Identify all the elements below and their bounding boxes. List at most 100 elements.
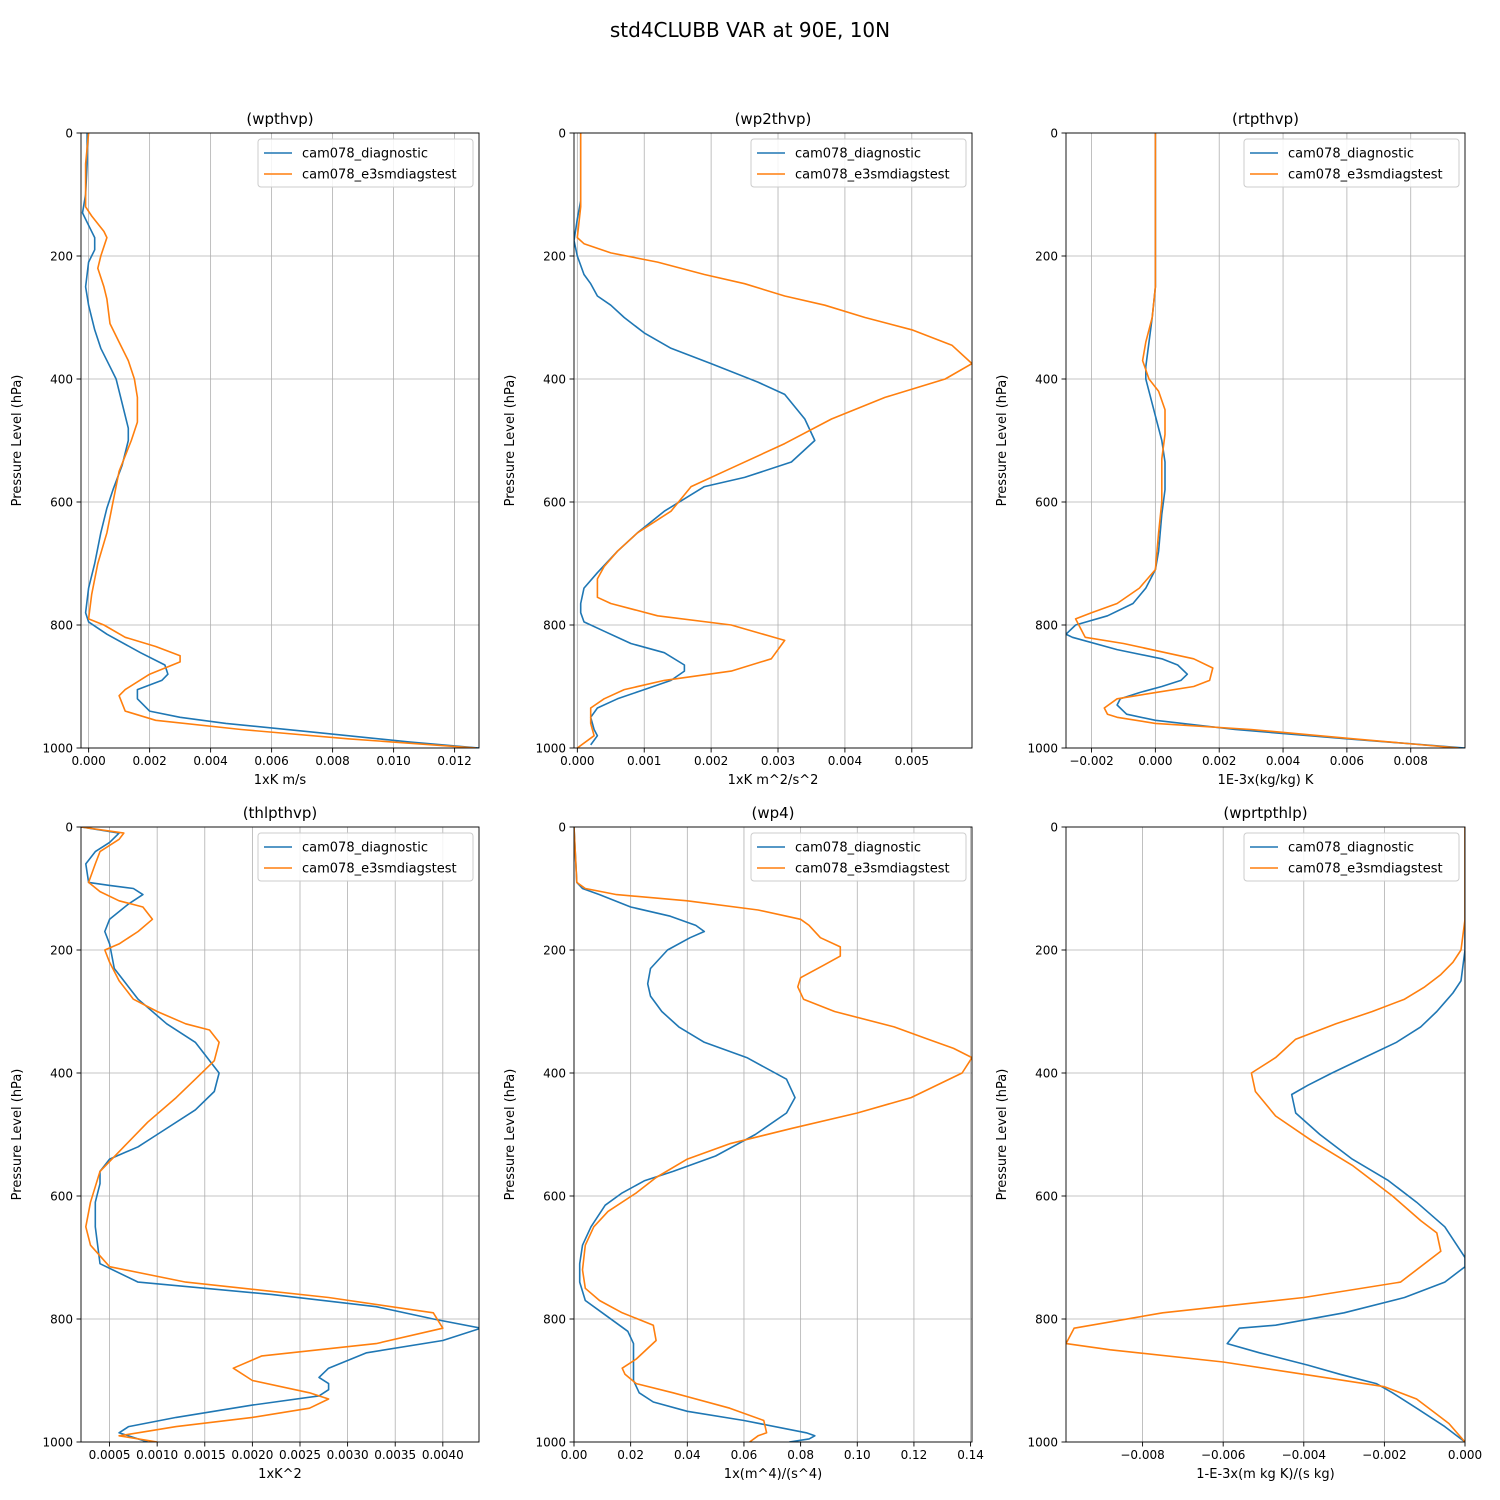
y-tick-label: 0 [65,821,73,835]
legend: cam078_diagnostic cam078_e3smdiagstest [257,138,474,188]
x-tick-label: 0.002 [132,754,166,768]
y-tick-label: 800 [1035,1313,1058,1327]
series-group [574,133,972,748]
x-tick-label: 0.000 [560,754,594,768]
x-tick-label: 0.002 [694,754,728,768]
series-line-cam078_diagnostic [81,827,479,1442]
x-tick-label: 0.006 [254,754,288,768]
axes-frame [1065,132,1466,749]
y-tick-label: 1000 [1027,742,1058,756]
y-tick-label: 200 [543,250,566,264]
x-tick-label: 0.06 [731,1448,758,1462]
y-tick-label: 400 [543,1067,566,1081]
series-line-cam078_e3smdiagstest [1066,827,1465,1442]
y-tick-label: 600 [543,496,566,510]
series-line-cam078_diagnostic [81,133,479,748]
legend-entry: cam078_e3smdiagstest [795,862,950,877]
legend-box [1243,138,1460,188]
panel-6: −0.008 −0.006 −0.004 −0.002 0.000 0 200 400 600 8… [995,804,1482,1482]
y-tick-label: 600 [50,1190,73,1204]
panel-title: (thlpthvp) [243,804,318,822]
axes-frame [80,826,480,1443]
y-tick-label: 0 [558,821,566,835]
legend-entry: cam078_e3smdiagstest [1288,862,1443,877]
legend: cam078_diagnostic cam078_e3smdiagstest [750,832,967,882]
panel-title: (wpthvp) [246,110,313,128]
x-tick-label: 0.004 [828,754,862,768]
y-tick-label: 600 [50,496,73,510]
panel-title: (wp2thvp) [735,110,812,128]
x-tick-label: 0.0035 [374,1448,416,1462]
y-tick-label: 400 [50,373,73,387]
y-tick-label: 400 [543,373,566,387]
y-tick-label: 0 [65,127,73,141]
x-tick-label: 0.04 [674,1448,701,1462]
y-tick-label: 600 [1035,1190,1058,1204]
panels: 0.000 0.002 0.004 0.006 0.008 0.010 0.01202004… [10,110,1482,1482]
series-group [81,133,479,748]
panel-title: (rtpthvp) [1232,110,1299,128]
legend: cam078_diagnostic cam078_e3smdiagstest [257,832,474,882]
legend-entry: cam078_e3smdiagstest [302,862,457,877]
y-tick-label: 800 [50,1313,73,1327]
x-tick-label: 0.008 [1394,754,1428,768]
y-axis-label: Pressure Level (hPa) [503,1069,518,1201]
series-line-cam078_diagnostic [1226,827,1465,1442]
series-line-cam078_e3smdiagstest [574,827,972,1442]
axes-frame [80,132,480,749]
x-tick-label: 0.0025 [279,1448,321,1462]
panel-3: −0.002 0.000 0.002 0.004 0.006 0.008 0 200 400 60… [995,110,1466,788]
legend-box [257,832,474,882]
y-axis-label: Pressure Level (hPa) [10,375,25,507]
y-tick-label: 200 [50,944,73,958]
legend-entry: cam078_diagnostic [302,147,428,162]
x-axis-label: 1xK m/s [254,773,307,788]
y-axis-label: Pressure Level (hPa) [995,375,1010,507]
x-tick-label: 0.004 [193,754,227,768]
panel-5: 0.00 0.02 0.04 0.06 0.08 0.10 0.12 0.14 0 200 400 6… [503,804,984,1482]
legend-box [750,138,967,188]
series-line-cam078_e3smdiagstest [1074,133,1459,748]
x-tick-label: 0.000 [1138,754,1172,768]
legend: cam078_diagnostic cam078_e3smdiagstest [750,138,967,188]
y-tick-label: 800 [543,619,566,633]
x-tick-label: 0.0030 [327,1448,369,1462]
x-tick-label: 0.000 [71,754,105,768]
y-tick-label: 200 [1035,944,1058,958]
series-line-cam078_diagnostic [574,827,816,1442]
panel-title: (wprtpthlp) [1223,804,1307,822]
x-axis-label: 1xK^2 [258,1467,302,1482]
figure-title: std4CLUBB VAR at 90E, 10N [610,18,890,42]
legend-entry: cam078_diagnostic [1288,147,1414,162]
y-tick-label: 600 [1035,496,1058,510]
x-tick-label: −0.002 [1069,754,1113,768]
legend-entry: cam078_diagnostic [1288,841,1414,856]
y-tick-label: 200 [543,944,566,958]
x-tick-label: −0.002 [1362,1448,1406,1462]
legend-box [1243,832,1460,882]
x-tick-label: 0.00 [561,1448,588,1462]
legend-entry: cam078_diagnostic [795,841,921,856]
x-tick-label: −0.006 [1201,1448,1245,1462]
x-axis-label: 1xK m^2/s^2 [728,773,819,788]
axes-frame [573,826,973,1443]
x-tick-label: 0.08 [787,1448,814,1462]
legend-box [257,138,474,188]
x-tick-label: 0.12 [901,1448,928,1462]
series-group [81,827,479,1442]
y-axis-label: Pressure Level (hPa) [10,1069,25,1201]
legend-entry: cam078_e3smdiagstest [1288,168,1443,183]
panel-title: (wp4) [751,804,794,822]
axes-frame [1065,826,1466,1443]
x-tick-label: 0.0015 [184,1448,226,1462]
legend-entry: cam078_e3smdiagstest [795,168,950,183]
series-line-cam078_e3smdiagstest [84,133,477,748]
x-tick-label: 0.0010 [136,1448,178,1462]
legend-box [750,832,967,882]
y-tick-label: 200 [50,250,73,264]
x-tick-label: 0.006 [1330,754,1364,768]
x-tick-label: 0.0040 [422,1448,464,1462]
x-axis-label: 1E-3x(kg/kg) K [1218,773,1314,788]
